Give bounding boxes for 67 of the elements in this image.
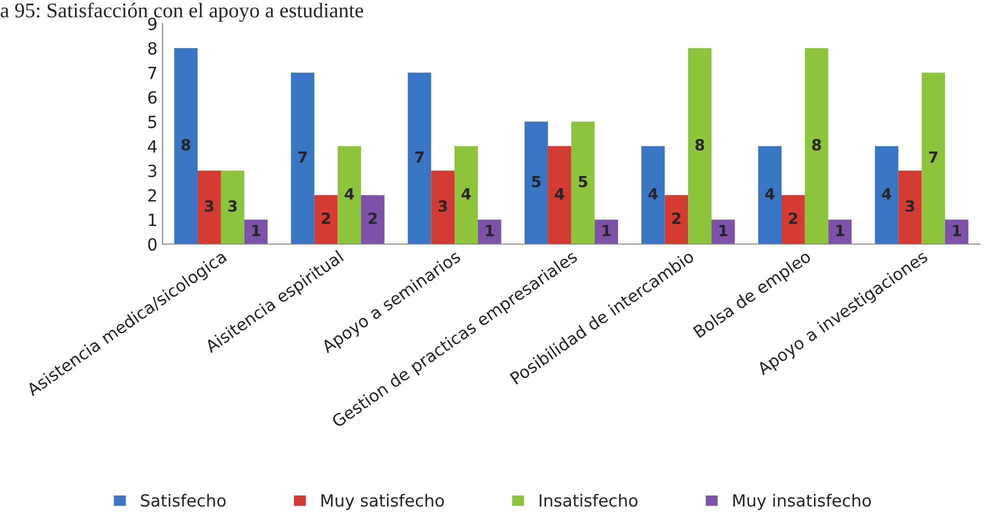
y-tick-label: 6 — [148, 91, 157, 104]
data-label: 4 — [648, 188, 658, 200]
y-tick-label: 4 — [148, 140, 157, 152]
legend-label: Muy satisfecho — [322, 494, 444, 510]
bar — [945, 220, 968, 244]
bar — [361, 195, 384, 244]
data-label: 1 — [486, 224, 494, 236]
bar — [594, 220, 618, 244]
data-label: 1 — [836, 224, 844, 236]
data-label: 2 — [672, 212, 680, 224]
y-tick-label: 7 — [148, 66, 156, 79]
data-label: 8 — [695, 139, 704, 151]
y-tick-label: 1 — [148, 214, 156, 226]
bar — [758, 146, 782, 244]
data-label: 1 — [602, 224, 611, 236]
data-label: 7 — [929, 151, 938, 163]
data-label: 3 — [906, 200, 914, 212]
bar — [922, 72, 946, 244]
bar — [874, 146, 898, 244]
bar — [688, 48, 712, 244]
bar — [804, 48, 828, 244]
bar — [454, 146, 478, 244]
bar — [664, 195, 688, 244]
y-tick-label: 3 — [148, 164, 156, 178]
data-label: 3 — [228, 200, 237, 212]
bar — [290, 72, 314, 244]
data-label: 2 — [789, 212, 798, 224]
bar — [711, 220, 735, 244]
legend-label: Satisfecho — [140, 494, 226, 507]
bar — [571, 122, 595, 244]
y-tick-label: 8 — [148, 42, 157, 55]
data-label: 1 — [953, 224, 961, 236]
bar — [782, 195, 805, 244]
data-label: 7 — [298, 151, 307, 163]
data-label: 7 — [415, 151, 424, 163]
legend-label: Insatisfecho — [540, 494, 638, 507]
bar — [220, 170, 244, 244]
bar — [548, 146, 572, 244]
data-label: 4 — [882, 188, 892, 200]
data-label: 1 — [252, 224, 260, 236]
data-label: 4 — [344, 188, 354, 200]
y-tick-label: 5 — [148, 116, 156, 128]
y-tick-label: 2 — [148, 189, 156, 202]
bar — [338, 146, 362, 244]
data-label: 4 — [462, 188, 471, 200]
data-label: 5 — [532, 176, 541, 188]
bar — [524, 122, 548, 244]
data-label: 4 — [765, 188, 774, 200]
y-tick-label: 0 — [148, 238, 157, 251]
data-label: 3 — [438, 200, 447, 212]
legend-label: Muy insatisfecho — [733, 494, 871, 510]
bar — [174, 48, 198, 244]
data-label: 8 — [182, 139, 190, 151]
bar — [641, 146, 665, 244]
bar — [314, 195, 338, 244]
bar — [408, 72, 432, 244]
data-label: 5 — [578, 176, 588, 188]
data-label: 3 — [204, 200, 214, 212]
bar — [431, 170, 455, 244]
data-label: 4 — [554, 188, 564, 200]
data-label: 2 — [322, 212, 330, 224]
data-label: 1 — [720, 224, 728, 236]
data-label: 2 — [368, 212, 377, 224]
bar — [828, 220, 852, 244]
data-label: 8 — [812, 139, 821, 151]
bar — [198, 170, 221, 244]
bar — [898, 170, 922, 244]
